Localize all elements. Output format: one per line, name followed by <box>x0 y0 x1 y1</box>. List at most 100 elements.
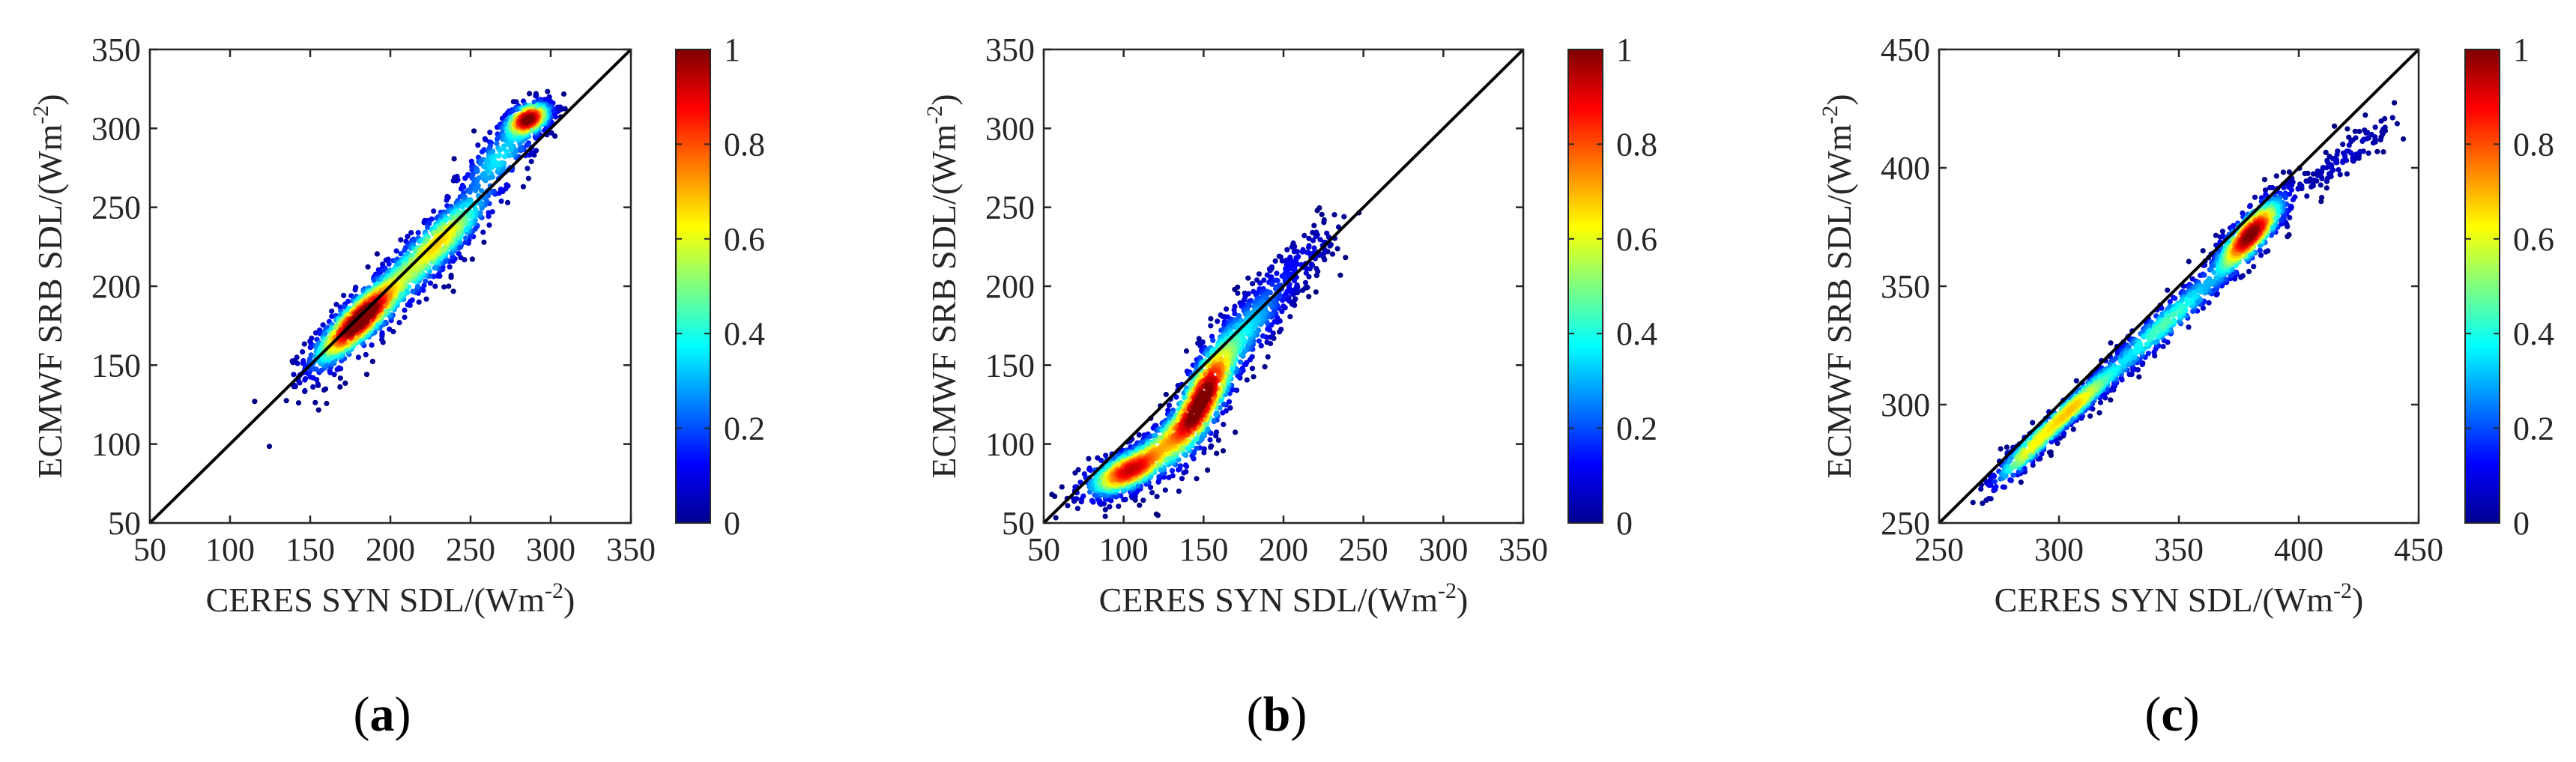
scatter-point <box>527 91 533 97</box>
scatter-point <box>1292 244 1298 250</box>
scatter-point <box>423 278 429 284</box>
scatter-point <box>1153 511 1159 517</box>
scatter-point <box>1128 466 1134 472</box>
scatter-point <box>444 197 450 203</box>
scatter-point <box>1245 275 1251 281</box>
scatter-point <box>1211 417 1218 424</box>
scatter-point <box>1260 333 1266 339</box>
scatter-point <box>402 314 408 321</box>
scatter-point <box>324 400 330 407</box>
scatter-point <box>1331 212 1337 218</box>
scatter-point <box>1311 245 1317 251</box>
scatter-point <box>2323 185 2329 191</box>
scatter-point <box>1087 468 1094 474</box>
scatter-point <box>504 148 510 154</box>
scatter-point <box>2401 136 2407 142</box>
scatter-point <box>1205 388 1211 394</box>
scatter-point <box>1103 453 1109 459</box>
scatter-point <box>1256 271 1262 277</box>
scatter-point <box>489 164 495 171</box>
scatter-point <box>2374 148 2380 154</box>
scatter-point <box>1173 394 1179 400</box>
scatter-point <box>1329 251 1336 257</box>
scatter-point <box>1280 297 1286 303</box>
y-tick-label: 300 <box>91 110 141 147</box>
scatter-point <box>2070 426 2076 432</box>
scatter-point <box>329 313 335 319</box>
scatter-point <box>533 148 539 154</box>
scatter-point <box>1230 387 1236 393</box>
scatter-point <box>2365 130 2371 136</box>
scatter-point <box>2335 167 2341 173</box>
scatter-point <box>2318 169 2324 175</box>
scatter-point <box>300 349 306 355</box>
scatter-point <box>331 372 337 378</box>
scatter-point <box>1224 306 1230 312</box>
scatter-point <box>533 93 539 99</box>
scatter-point <box>409 253 415 258</box>
scatter-point <box>1270 330 1276 336</box>
scatter-point <box>1314 208 1320 214</box>
scatter-point <box>1988 482 1994 488</box>
x-tick-label: 200 <box>366 531 415 568</box>
scatter-point <box>291 372 297 378</box>
scatter-point <box>450 288 456 294</box>
scatter-point <box>385 256 391 262</box>
scatter-point <box>1304 250 1310 255</box>
scatter-point <box>1213 429 1220 435</box>
scatter-point <box>1319 211 1325 217</box>
scatter-point <box>386 261 392 267</box>
scatter-point <box>562 106 568 112</box>
scatter-point <box>1154 494 1160 500</box>
scatter-point <box>2004 444 2010 450</box>
scatter-point <box>2314 178 2320 184</box>
scatter-point <box>2319 195 2325 201</box>
scatter-point <box>390 329 396 335</box>
scatter-point <box>1258 342 1264 348</box>
scatter-point <box>329 308 335 314</box>
scatter-point <box>2295 186 2301 192</box>
panel-label: (b) <box>1247 687 1307 742</box>
scatter-point <box>1203 398 1209 405</box>
scatter-point <box>379 330 385 336</box>
scatter-point <box>490 148 496 154</box>
scatter-point <box>1317 237 1323 243</box>
x-tick-label: 250 <box>1339 531 1388 568</box>
scatter-point <box>374 251 380 257</box>
scatter-point <box>2000 484 2006 490</box>
scatter-point <box>2365 150 2371 156</box>
scatter-point <box>1102 507 1108 512</box>
scatter-point <box>1991 473 1998 480</box>
scatter-point <box>502 154 508 160</box>
scatter-point <box>399 277 405 283</box>
scatter-point <box>1215 437 1221 444</box>
scatter-point <box>463 227 469 233</box>
y-tick-label: 200 <box>91 268 141 305</box>
scatter-point <box>1179 476 1185 482</box>
scatter-point <box>2126 372 2132 378</box>
scatter-point <box>2280 169 2286 175</box>
scatter-point <box>1310 238 1316 244</box>
scatter-point <box>2206 300 2212 306</box>
scatter-point <box>1215 318 1221 324</box>
scatter-point <box>312 330 319 336</box>
scatter-point <box>2318 182 2323 188</box>
scatter-point <box>1261 277 1267 283</box>
scatter-point <box>1137 502 1143 508</box>
scatter-point <box>496 134 502 140</box>
chart-panel-2: 50 100 150 200 250 300 35050100150200250300350… <box>922 31 1657 742</box>
colorbar-tick-label: 0.2 <box>1616 411 1657 447</box>
scatter-point <box>424 224 431 230</box>
scatter-point <box>2232 276 2238 282</box>
scatter-point <box>2318 174 2324 180</box>
scatter-point <box>291 382 297 388</box>
y-tick-label: 350 <box>91 31 141 68</box>
scatter-point <box>1163 391 1169 398</box>
scatter-point <box>2201 272 2207 278</box>
scatter-point <box>313 366 319 372</box>
scatter-point <box>341 292 347 298</box>
scatter-point <box>2344 126 2350 132</box>
scatter-points <box>1049 205 1362 521</box>
scatter-point <box>2145 351 2151 357</box>
